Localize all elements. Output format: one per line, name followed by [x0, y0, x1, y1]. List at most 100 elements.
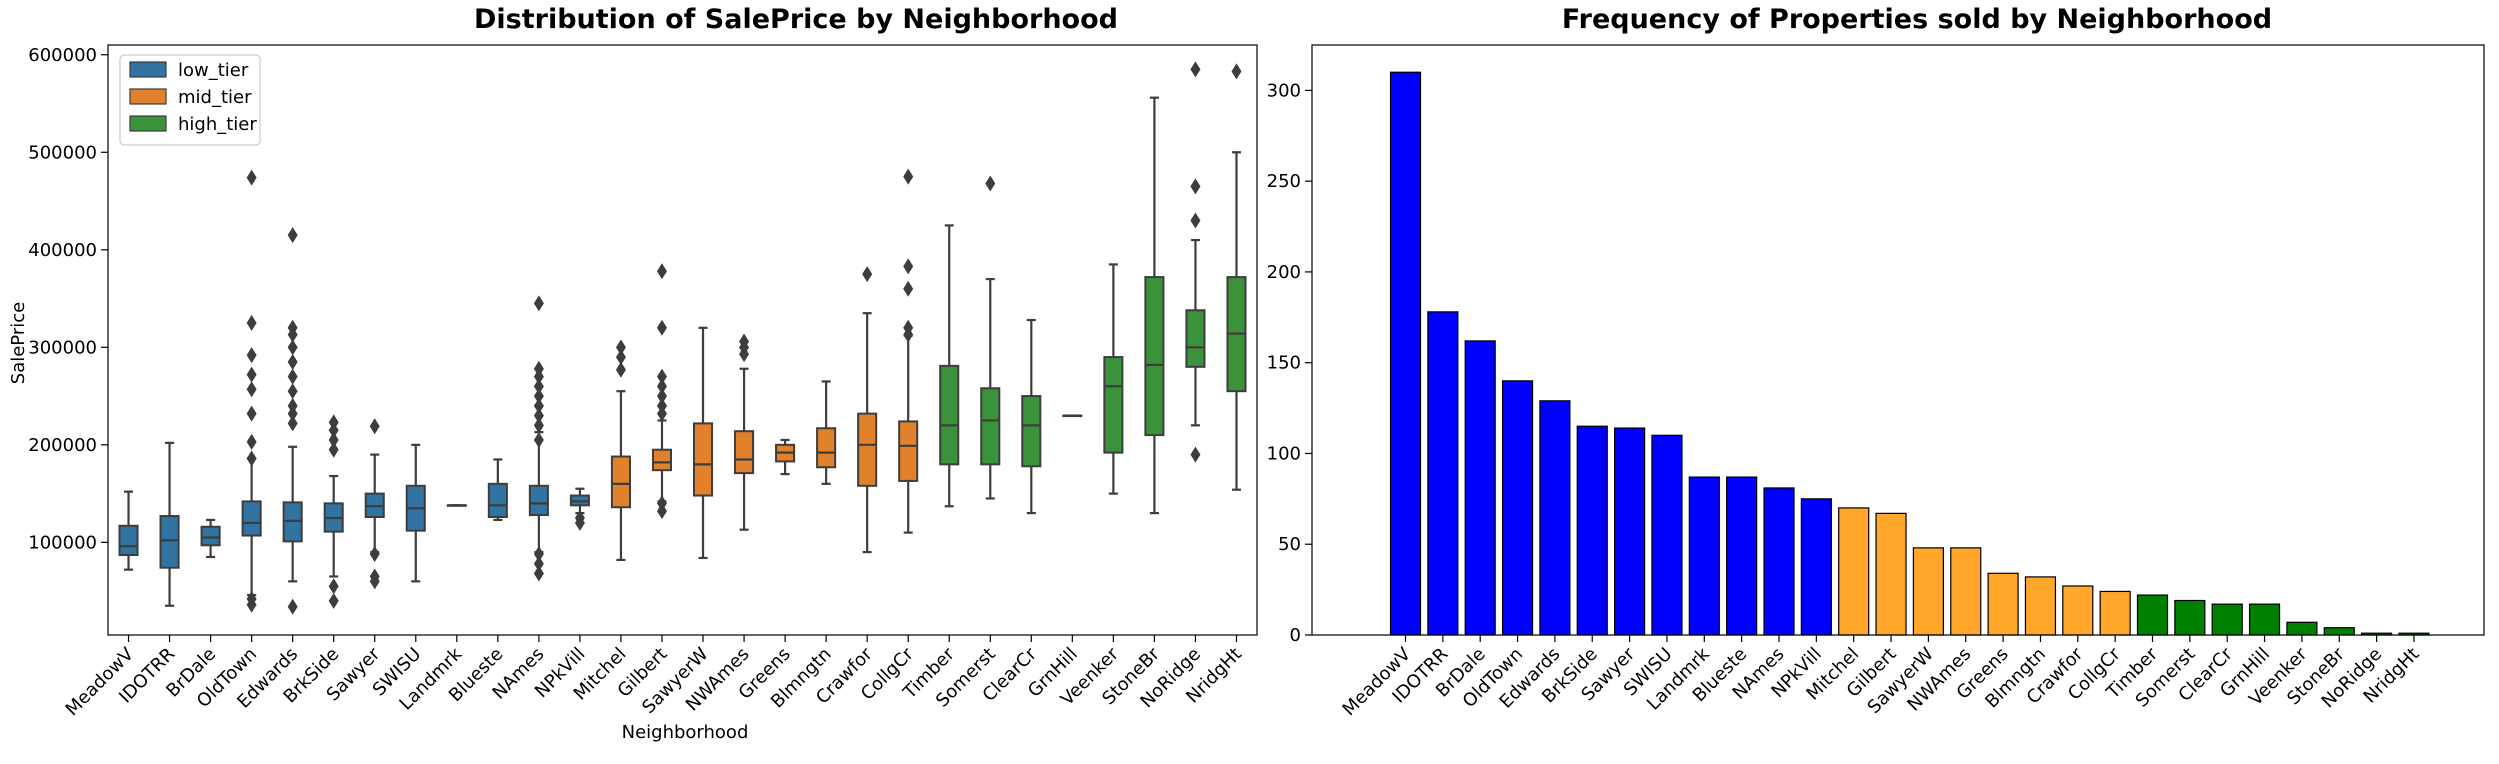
boxplot-y-tick-label: 600000: [28, 45, 97, 66]
box-outlier: [287, 368, 298, 385]
bar-Crawfor: [2062, 585, 2094, 636]
box-outlier: [246, 366, 257, 383]
bar-IDOTRR: [1427, 311, 1459, 636]
box-Veenker: [1103, 263, 1124, 495]
bar-chart-title: Frequency of Properties sold by Neighbor…: [1562, 4, 2272, 35]
bar-NPkVill: [1800, 498, 1832, 636]
box-IDOTRR: [159, 441, 180, 607]
legend-swatch-low_tier: [129, 61, 167, 78]
bar-GrnHill: [2248, 603, 2281, 636]
bar-Mitchel: [1838, 507, 1870, 636]
box-Timber: [939, 224, 960, 508]
boxplot-y-tick-label: 500000: [28, 142, 97, 163]
bar-y-tick-label: 150: [1267, 353, 1301, 374]
box-body: [1185, 309, 1206, 368]
bar-SawyerW: [1912, 547, 1945, 636]
bar-Greens: [1987, 572, 2019, 636]
box-SawyerW: [692, 326, 714, 560]
boxplot-title: Distribution of SalePrice by Neighborhoo…: [474, 4, 1118, 35]
box-outlier: [328, 431, 339, 448]
box-SWISU: [405, 443, 426, 583]
box-outlier: [533, 407, 544, 424]
box-body: [1103, 356, 1124, 454]
box-GrnHill: [1062, 414, 1083, 418]
bar-Blmngtn: [2024, 576, 2057, 636]
box-OldTown: [241, 169, 262, 613]
box-outlier: [369, 546, 380, 563]
box-outlier: [656, 319, 667, 336]
box-body: [692, 422, 714, 497]
bar-SWISU: [1651, 434, 1683, 636]
box-body: [487, 482, 508, 519]
box-outlier: [656, 368, 667, 385]
boxplot-y-axis-label: SalePrice: [8, 302, 29, 384]
box-outlier: [533, 378, 544, 395]
box-outlier: [287, 326, 298, 343]
box-body: [610, 455, 631, 509]
box-body: [651, 448, 673, 472]
box-body: [200, 525, 221, 547]
box-outlier: [287, 339, 298, 356]
box-body: [734, 430, 755, 475]
bar-chart-axes-frame: [1311, 44, 2485, 636]
bar-ClearCr: [2211, 603, 2243, 636]
bar-StoneBr: [2323, 627, 2355, 636]
box-outlier: [533, 546, 544, 563]
legend-label-high_tier: high_tier: [178, 114, 257, 135]
box-MeadowV: [118, 490, 139, 571]
box-body: [898, 420, 919, 482]
bar-y-tick-label: 0: [1290, 625, 1301, 646]
legend-label-mid_tier: mid_tier: [178, 87, 252, 108]
box-outlier: [246, 381, 257, 398]
box-outlier: [862, 266, 873, 283]
box-Somerst: [980, 175, 1001, 500]
bar-y-tick-label: 200: [1267, 262, 1301, 283]
box-outlier: [246, 596, 257, 613]
box-outlier: [328, 592, 339, 609]
box-body: [980, 387, 1001, 466]
boxplot-y-tick-label: 300000: [28, 337, 97, 358]
bar-CollgCr: [2099, 590, 2131, 636]
box-outlier: [287, 405, 298, 422]
bar-BrDale: [1464, 340, 1496, 636]
boxplot-chart: Distribution of SalePrice by Neighborhoo…: [8, 4, 1258, 743]
boxplot-y-tick-label: 100000: [28, 532, 97, 553]
bar-Blueste: [1726, 476, 1758, 636]
boxplot-axes-frame: [107, 44, 1258, 636]
box-outlier: [533, 295, 544, 312]
box-outlier: [656, 388, 667, 405]
box-Crawfor: [857, 266, 878, 554]
box-body: [118, 524, 139, 557]
box-body: [1144, 276, 1165, 437]
box-outlier: [246, 314, 257, 331]
box-Gilbert: [651, 263, 673, 520]
box-body: [816, 427, 837, 469]
bar-BrkSide: [1576, 425, 1608, 636]
box-outlier: [903, 258, 914, 275]
boxplot-x-axis-label: Neighborhood: [622, 722, 749, 743]
box-BrDale: [200, 518, 221, 559]
bar-NWAmes: [1950, 547, 1982, 636]
box-body: [528, 484, 549, 517]
box-outlier: [656, 263, 667, 280]
box-outlier: [574, 514, 585, 531]
box-outlier: [656, 405, 667, 422]
box-outlier: [1190, 212, 1201, 229]
box-body: [241, 500, 262, 537]
box-outlier: [1190, 61, 1201, 78]
boxplot-y-tick-label: 400000: [28, 240, 97, 261]
box-outlier: [985, 175, 996, 192]
legend-label-low_tier: low_tier: [178, 60, 249, 81]
box-outlier: [328, 578, 339, 595]
bar-Somerst: [2174, 599, 2206, 636]
box-outlier: [287, 383, 298, 400]
box-outlier: [533, 417, 544, 434]
bar-Gilbert: [1875, 512, 1907, 636]
box-NoRidge: [1185, 61, 1206, 463]
box-body: [159, 515, 180, 569]
box-Blueste: [487, 458, 508, 522]
bar-NAmes: [1763, 487, 1795, 636]
box-outlier: [533, 397, 544, 414]
box-Edwards: [282, 227, 303, 615]
